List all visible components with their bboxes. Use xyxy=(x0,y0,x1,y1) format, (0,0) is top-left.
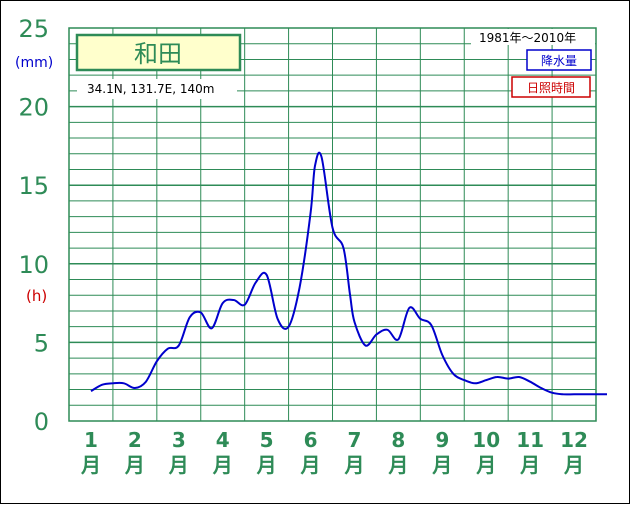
y-tick-labels: 0 5 10 15 20 25 xyxy=(18,15,49,436)
month-number-label: 6 xyxy=(304,428,318,452)
month-number-label: 11 xyxy=(516,428,544,452)
sun-unit: (h) xyxy=(26,287,47,305)
month-number-label: 8 xyxy=(391,428,405,452)
month-unit-label: 月 xyxy=(80,453,101,477)
month-unit-label: 月 xyxy=(563,453,584,477)
legend-sunshine: 日照時間 xyxy=(511,76,591,98)
legend-sunshine-label: 日照時間 xyxy=(527,81,575,95)
month-unit-label: 月 xyxy=(475,453,496,477)
month-unit-label: 月 xyxy=(343,453,364,477)
y-tick-label: 10 xyxy=(18,251,49,279)
period-background xyxy=(471,29,595,45)
y-tick-label: 0 xyxy=(34,408,49,436)
month-number-label: 4 xyxy=(216,428,230,452)
month-unit-label: 月 xyxy=(519,453,540,477)
month-number-label: 2 xyxy=(128,428,142,452)
y-tick-label: 5 xyxy=(34,329,49,357)
legend-precipitation-label: 降水量 xyxy=(541,54,577,68)
month-number-label: 7 xyxy=(347,428,361,452)
month-unit-label: 月 xyxy=(212,453,233,477)
month-unit-label: 月 xyxy=(300,453,321,477)
month-number-label: 12 xyxy=(560,428,588,452)
month-number-label: 1 xyxy=(84,428,98,452)
precip-unit: (mm) xyxy=(15,55,53,71)
y-tick-label: 20 xyxy=(18,94,49,122)
period-text: 1981年〜2010年 xyxy=(479,31,576,45)
month-unit-label: 月 xyxy=(168,453,189,477)
station-name: 和田 xyxy=(134,40,182,68)
location-background xyxy=(77,79,237,99)
month-unit-label: 月 xyxy=(387,453,408,477)
month-number-label: 10 xyxy=(472,428,500,452)
month-unit-label: 月 xyxy=(431,453,452,477)
location-text: 34.1N, 131.7E, 140m xyxy=(87,82,214,96)
y-tick-label: 15 xyxy=(18,172,49,200)
legend-precipitation: 降水量 xyxy=(526,49,592,71)
month-number-label: 3 xyxy=(172,428,186,452)
station-box: 和田 xyxy=(75,33,242,72)
precipitation-line xyxy=(90,151,607,396)
month-number-label: 5 xyxy=(260,428,274,452)
month-number-label: 9 xyxy=(435,428,449,452)
month-unit-label: 月 xyxy=(256,453,277,477)
month-unit-label: 月 xyxy=(124,453,145,477)
y-tick-label: 25 xyxy=(18,15,49,43)
